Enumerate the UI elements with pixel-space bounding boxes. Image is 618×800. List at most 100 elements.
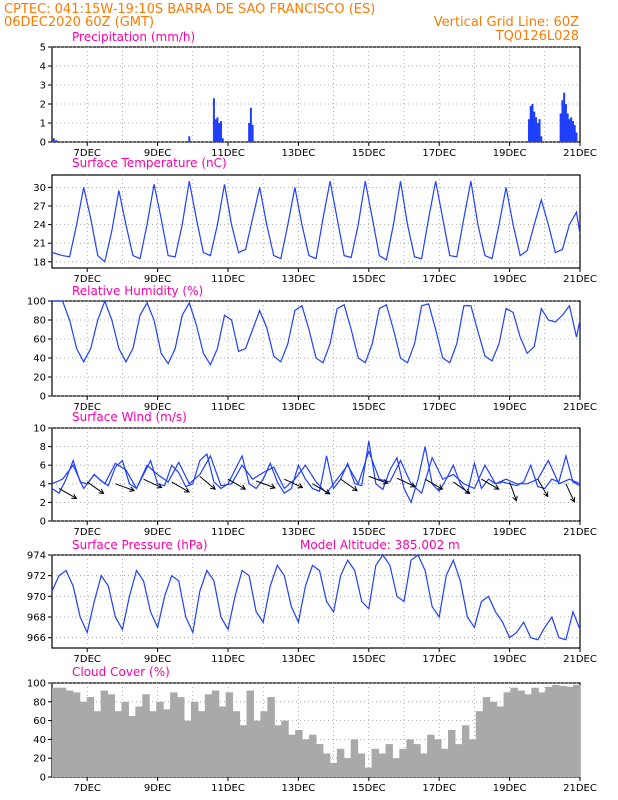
wind-xtick-label: 15DEC — [352, 527, 386, 538]
precip-bar — [219, 121, 222, 142]
precip-bar — [527, 119, 530, 142]
wind-xtick-label: 7DEC — [74, 527, 101, 538]
header-date: 06DEC2020 60Z (GMT) — [4, 15, 154, 30]
precip-bar — [566, 113, 569, 142]
wind-arrow-head — [297, 483, 304, 489]
cloud-bar — [316, 744, 324, 777]
pressure-xtick-label: 21DEC — [563, 654, 597, 665]
cloud-ytick-label: 40 — [33, 735, 46, 746]
wind-arrow — [340, 478, 358, 492]
cloud-bar — [267, 697, 275, 777]
cloud-bar — [545, 686, 553, 777]
precip-title: Precipitation (mm/h) — [72, 30, 195, 44]
pressure-ytick-label: 966 — [27, 633, 46, 644]
cloud-bar — [531, 687, 539, 777]
cloud-bar — [163, 709, 171, 777]
wind-xtick-label: 17DEC — [422, 527, 456, 538]
cloud-bar — [371, 748, 380, 777]
cloud-bar — [364, 767, 373, 777]
cloud-xtick-label: 11DEC — [211, 783, 245, 794]
rh-ytick-label: 100 — [27, 297, 46, 308]
cloud-bar — [253, 720, 261, 777]
wind-arrow-head — [71, 493, 78, 499]
cloud-bar — [322, 753, 331, 777]
cloud-bar — [392, 758, 400, 777]
precip-bar — [570, 117, 573, 142]
cloud-bar — [454, 744, 463, 777]
wind-arrow-head — [437, 484, 444, 490]
pressure-frame — [51, 554, 581, 649]
cloud-bar — [448, 730, 456, 777]
wind-xtick-label: 9DEC — [144, 527, 171, 538]
cloud-bar — [142, 694, 150, 777]
cloud-bar — [538, 692, 546, 777]
cloud-bar — [427, 734, 435, 777]
wind-arrow — [143, 478, 162, 489]
cloud-bar — [93, 711, 102, 777]
cloud-bar — [52, 687, 60, 777]
pressure-ytick-label: 968 — [27, 613, 46, 624]
pressure-xtick-label: 7DEC — [74, 654, 101, 665]
cloud-bar — [177, 697, 185, 777]
wind-arrow-head — [98, 488, 105, 495]
rh-xtick-label: 19DEC — [493, 402, 527, 413]
precip-bar — [52, 138, 55, 142]
wind-arrow — [481, 478, 500, 490]
cloud-bar — [468, 739, 477, 777]
cloud-bar — [211, 690, 220, 777]
cloud-bar — [65, 690, 74, 777]
precip-bar — [212, 98, 215, 142]
wind-arrow — [396, 477, 416, 488]
cloud-bar — [357, 753, 366, 777]
pressure-xtick-label: 17DEC — [422, 654, 456, 665]
cloud-ytick-label: 0 — [40, 773, 46, 784]
precip-bar — [214, 119, 217, 142]
cloud-bar — [517, 690, 525, 777]
cloud-ytick-label: 100 — [27, 679, 46, 690]
wind-ytick-label: 2 — [40, 498, 46, 509]
cloud-bar — [72, 692, 81, 777]
cloud-bar — [246, 690, 254, 777]
cloud-bar — [225, 692, 234, 777]
cloud-xtick-label: 21DEC — [563, 783, 597, 794]
precip-bar — [533, 111, 536, 142]
cloud-bar — [559, 685, 567, 777]
wind-arrow-head — [210, 484, 216, 490]
precip-ytick-label: 3 — [40, 81, 46, 92]
wind-panel: 0 2 4 6 8 10 7DEC 9DEC 11DEC 13DEC 15DEC 17DEC 19DEC… — [33, 410, 597, 538]
wind-ytick-label: 4 — [40, 479, 46, 490]
precip-xtick-label: 13DEC — [282, 148, 316, 159]
pressure-xtick-label: 15DEC — [352, 654, 386, 665]
precip-ytick-label: 4 — [40, 62, 46, 73]
cloud-bar — [420, 753, 428, 777]
rh-xtick-label: 11DEC — [211, 402, 245, 413]
temp-ytick-label: 18 — [33, 257, 46, 268]
precip-frame — [51, 46, 581, 143]
cloud-bar — [496, 706, 505, 777]
cloud-bar — [274, 725, 282, 777]
temp-xtick-label: 9DEC — [144, 274, 171, 285]
precip-bar — [248, 123, 251, 142]
wind-arrow — [284, 478, 303, 489]
precip-bar — [529, 105, 532, 142]
wind-ytick-label: 10 — [33, 424, 46, 435]
wind-arrow — [312, 483, 331, 495]
precip-bar — [575, 132, 578, 142]
rh-xtick-label: 9DEC — [144, 402, 171, 413]
pressure-ytick-label: 970 — [27, 592, 46, 603]
cloud-bar — [385, 744, 393, 777]
precip-xtick-label: 11DEC — [211, 148, 245, 159]
precip-bar — [221, 138, 224, 142]
cloud-ytick-label: 20 — [33, 754, 46, 765]
cloud-bar — [218, 706, 227, 777]
cloud-bar — [489, 701, 498, 777]
wind-xtick-label: 11DEC — [211, 527, 245, 538]
cloud-bar — [100, 690, 109, 777]
rh-ytick-label: 40 — [33, 354, 46, 365]
wind-arrow — [115, 483, 135, 492]
temp-xtick-label: 7DEC — [74, 274, 101, 285]
temp-line-0 — [51, 181, 581, 263]
cloud-bar — [204, 694, 213, 777]
precip-panel: 0 1 2 3 4 5 7DEC 9DEC 11DEC 13DEC 15DEC 17DEC 19DEC 2… — [40, 30, 597, 159]
cloud-bar — [232, 711, 241, 777]
